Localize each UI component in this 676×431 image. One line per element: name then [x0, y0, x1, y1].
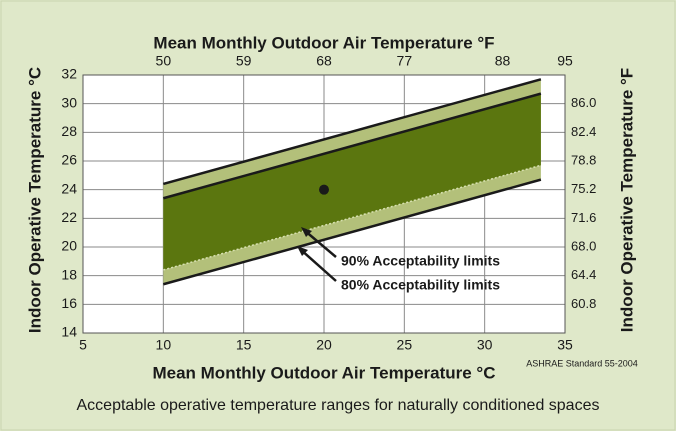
x-tick-label: 30	[477, 337, 493, 353]
arrow-80	[299, 248, 337, 282]
caption: Acceptable operative temperature ranges …	[77, 397, 600, 414]
limit-line	[162, 78, 542, 186]
y2-tick-label: 68.0	[571, 238, 596, 253]
y2-tick-label: 75.2	[571, 181, 596, 196]
y2-tick-label: 60.8	[571, 296, 596, 311]
x2-tick-label: 59	[236, 53, 252, 69]
plot-frame	[82, 74, 566, 334]
y-tick-label: 26	[61, 152, 77, 168]
y2-tick-label: 78.8	[571, 152, 596, 167]
x-tick-label: 15	[236, 337, 252, 353]
limit-line	[163, 164, 542, 271]
y-tick-label: 20	[61, 238, 77, 254]
y2-tick-label: 86.0	[571, 95, 596, 110]
y-tick-label: 22	[61, 209, 77, 225]
annotation-90: 90% Acceptability limits	[341, 253, 500, 269]
y2-tick-label: 64.4	[571, 267, 596, 282]
limit-line	[162, 178, 542, 286]
y-tick-label: 24	[61, 180, 77, 196]
x-tick-label: 5	[79, 337, 87, 353]
arrow-head	[297, 246, 308, 256]
x-axis-title: Mean Monthly Outdoor Air Temperature °C	[152, 363, 495, 382]
x2-tick-label: 50	[156, 53, 172, 69]
y-axis-title: Indoor Operative Temperature °C	[25, 67, 44, 333]
data-point	[319, 184, 329, 195]
x-tick-label: 25	[397, 337, 413, 353]
y2-tick-label: 71.6	[571, 210, 596, 225]
limit-line	[162, 92, 542, 200]
source-note: ASHRAE Standard 55-2004	[526, 358, 638, 368]
y-tick-label: 14	[61, 324, 77, 340]
y2-tick-label: 82.4	[571, 124, 596, 139]
band-fill	[163, 93, 541, 270]
arrow-90	[303, 229, 337, 258]
y-tick-label: 16	[61, 295, 77, 311]
top-axis-title: Mean Monthly Outdoor Air Temperature °F	[153, 33, 494, 52]
y2-axis-title: Indoor Operative Temperature °F	[617, 68, 636, 332]
x2-tick-label: 88	[495, 53, 511, 69]
y-tick-label: 18	[61, 266, 77, 282]
y-tick-label: 30	[61, 94, 77, 110]
y-tick-label: 32	[61, 66, 77, 82]
x2-tick-label: 68	[316, 53, 332, 69]
annotation-80: 80% Acceptability limits	[341, 277, 500, 293]
arrow-head	[301, 227, 312, 237]
x-tick-label: 10	[156, 337, 172, 353]
y-tick-label: 28	[61, 123, 77, 139]
x2-tick-label: 95	[557, 53, 573, 69]
x-tick-label: 35	[557, 337, 573, 353]
x2-tick-label: 77	[397, 53, 413, 69]
x-tick-label: 20	[316, 337, 332, 353]
